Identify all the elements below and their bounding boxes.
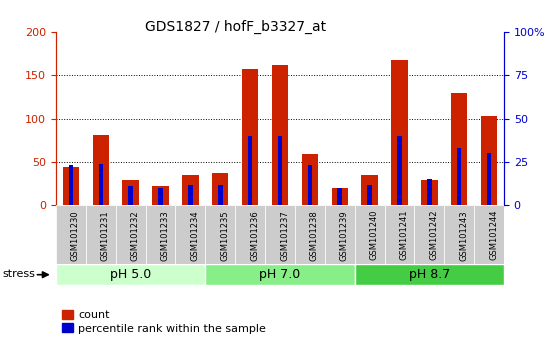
Text: GSM101240: GSM101240 <box>370 210 379 261</box>
Bar <box>421 180 437 205</box>
Bar <box>354 205 385 264</box>
Bar <box>123 180 139 205</box>
Bar <box>158 188 163 205</box>
Bar <box>152 186 169 205</box>
Bar <box>242 69 258 205</box>
Text: pH 7.0: pH 7.0 <box>259 268 301 281</box>
Text: GSM101234: GSM101234 <box>190 210 199 261</box>
Bar <box>248 136 253 205</box>
Text: GSM101231: GSM101231 <box>101 210 110 261</box>
Bar <box>206 264 354 285</box>
Bar <box>481 116 497 205</box>
Bar <box>218 184 222 205</box>
Bar <box>427 179 432 205</box>
Bar <box>474 205 504 264</box>
Bar <box>367 184 372 205</box>
Bar <box>397 136 402 205</box>
Text: GDS1827 / hofF_b3327_at: GDS1827 / hofF_b3327_at <box>144 19 326 34</box>
Text: GSM101237: GSM101237 <box>280 210 289 261</box>
Legend: count, percentile rank within the sample: count, percentile rank within the sample <box>62 310 266 334</box>
Text: GSM101238: GSM101238 <box>310 210 319 261</box>
Bar <box>302 154 318 205</box>
Bar <box>56 205 86 264</box>
Text: GSM101232: GSM101232 <box>130 210 139 261</box>
Bar <box>457 148 461 205</box>
Bar <box>212 173 228 205</box>
Bar <box>69 165 73 205</box>
Bar <box>444 205 474 264</box>
Bar <box>385 205 414 264</box>
Text: GSM101233: GSM101233 <box>161 210 170 261</box>
Bar <box>414 205 444 264</box>
Bar <box>182 175 199 205</box>
Bar <box>278 136 282 205</box>
Text: GSM101242: GSM101242 <box>430 210 438 261</box>
Bar <box>391 59 408 205</box>
Text: pH 8.7: pH 8.7 <box>409 268 450 281</box>
Bar <box>146 205 175 264</box>
Bar <box>188 184 193 205</box>
Bar <box>116 205 146 264</box>
Text: GSM101236: GSM101236 <box>250 210 259 261</box>
Text: GSM101243: GSM101243 <box>459 210 468 261</box>
Bar <box>56 264 206 285</box>
Bar <box>487 153 491 205</box>
Bar <box>354 264 504 285</box>
Bar <box>451 93 468 205</box>
Bar <box>206 205 235 264</box>
Bar <box>86 205 116 264</box>
Bar <box>63 167 79 205</box>
Text: GSM101239: GSM101239 <box>340 210 349 261</box>
Bar <box>99 164 103 205</box>
Bar <box>92 135 109 205</box>
Text: GSM101230: GSM101230 <box>71 210 80 261</box>
Bar <box>235 205 265 264</box>
Bar <box>332 188 348 205</box>
Bar <box>265 205 295 264</box>
Text: GSM101241: GSM101241 <box>399 210 408 261</box>
Bar <box>128 186 133 205</box>
Bar <box>272 65 288 205</box>
Bar <box>175 205 206 264</box>
Bar <box>338 188 342 205</box>
Text: pH 5.0: pH 5.0 <box>110 268 151 281</box>
Text: GSM101244: GSM101244 <box>489 210 498 261</box>
Text: GSM101235: GSM101235 <box>220 210 229 261</box>
Bar <box>361 175 378 205</box>
Bar <box>325 205 354 264</box>
Text: stress: stress <box>3 269 36 279</box>
Bar <box>307 165 312 205</box>
Bar <box>295 205 325 264</box>
